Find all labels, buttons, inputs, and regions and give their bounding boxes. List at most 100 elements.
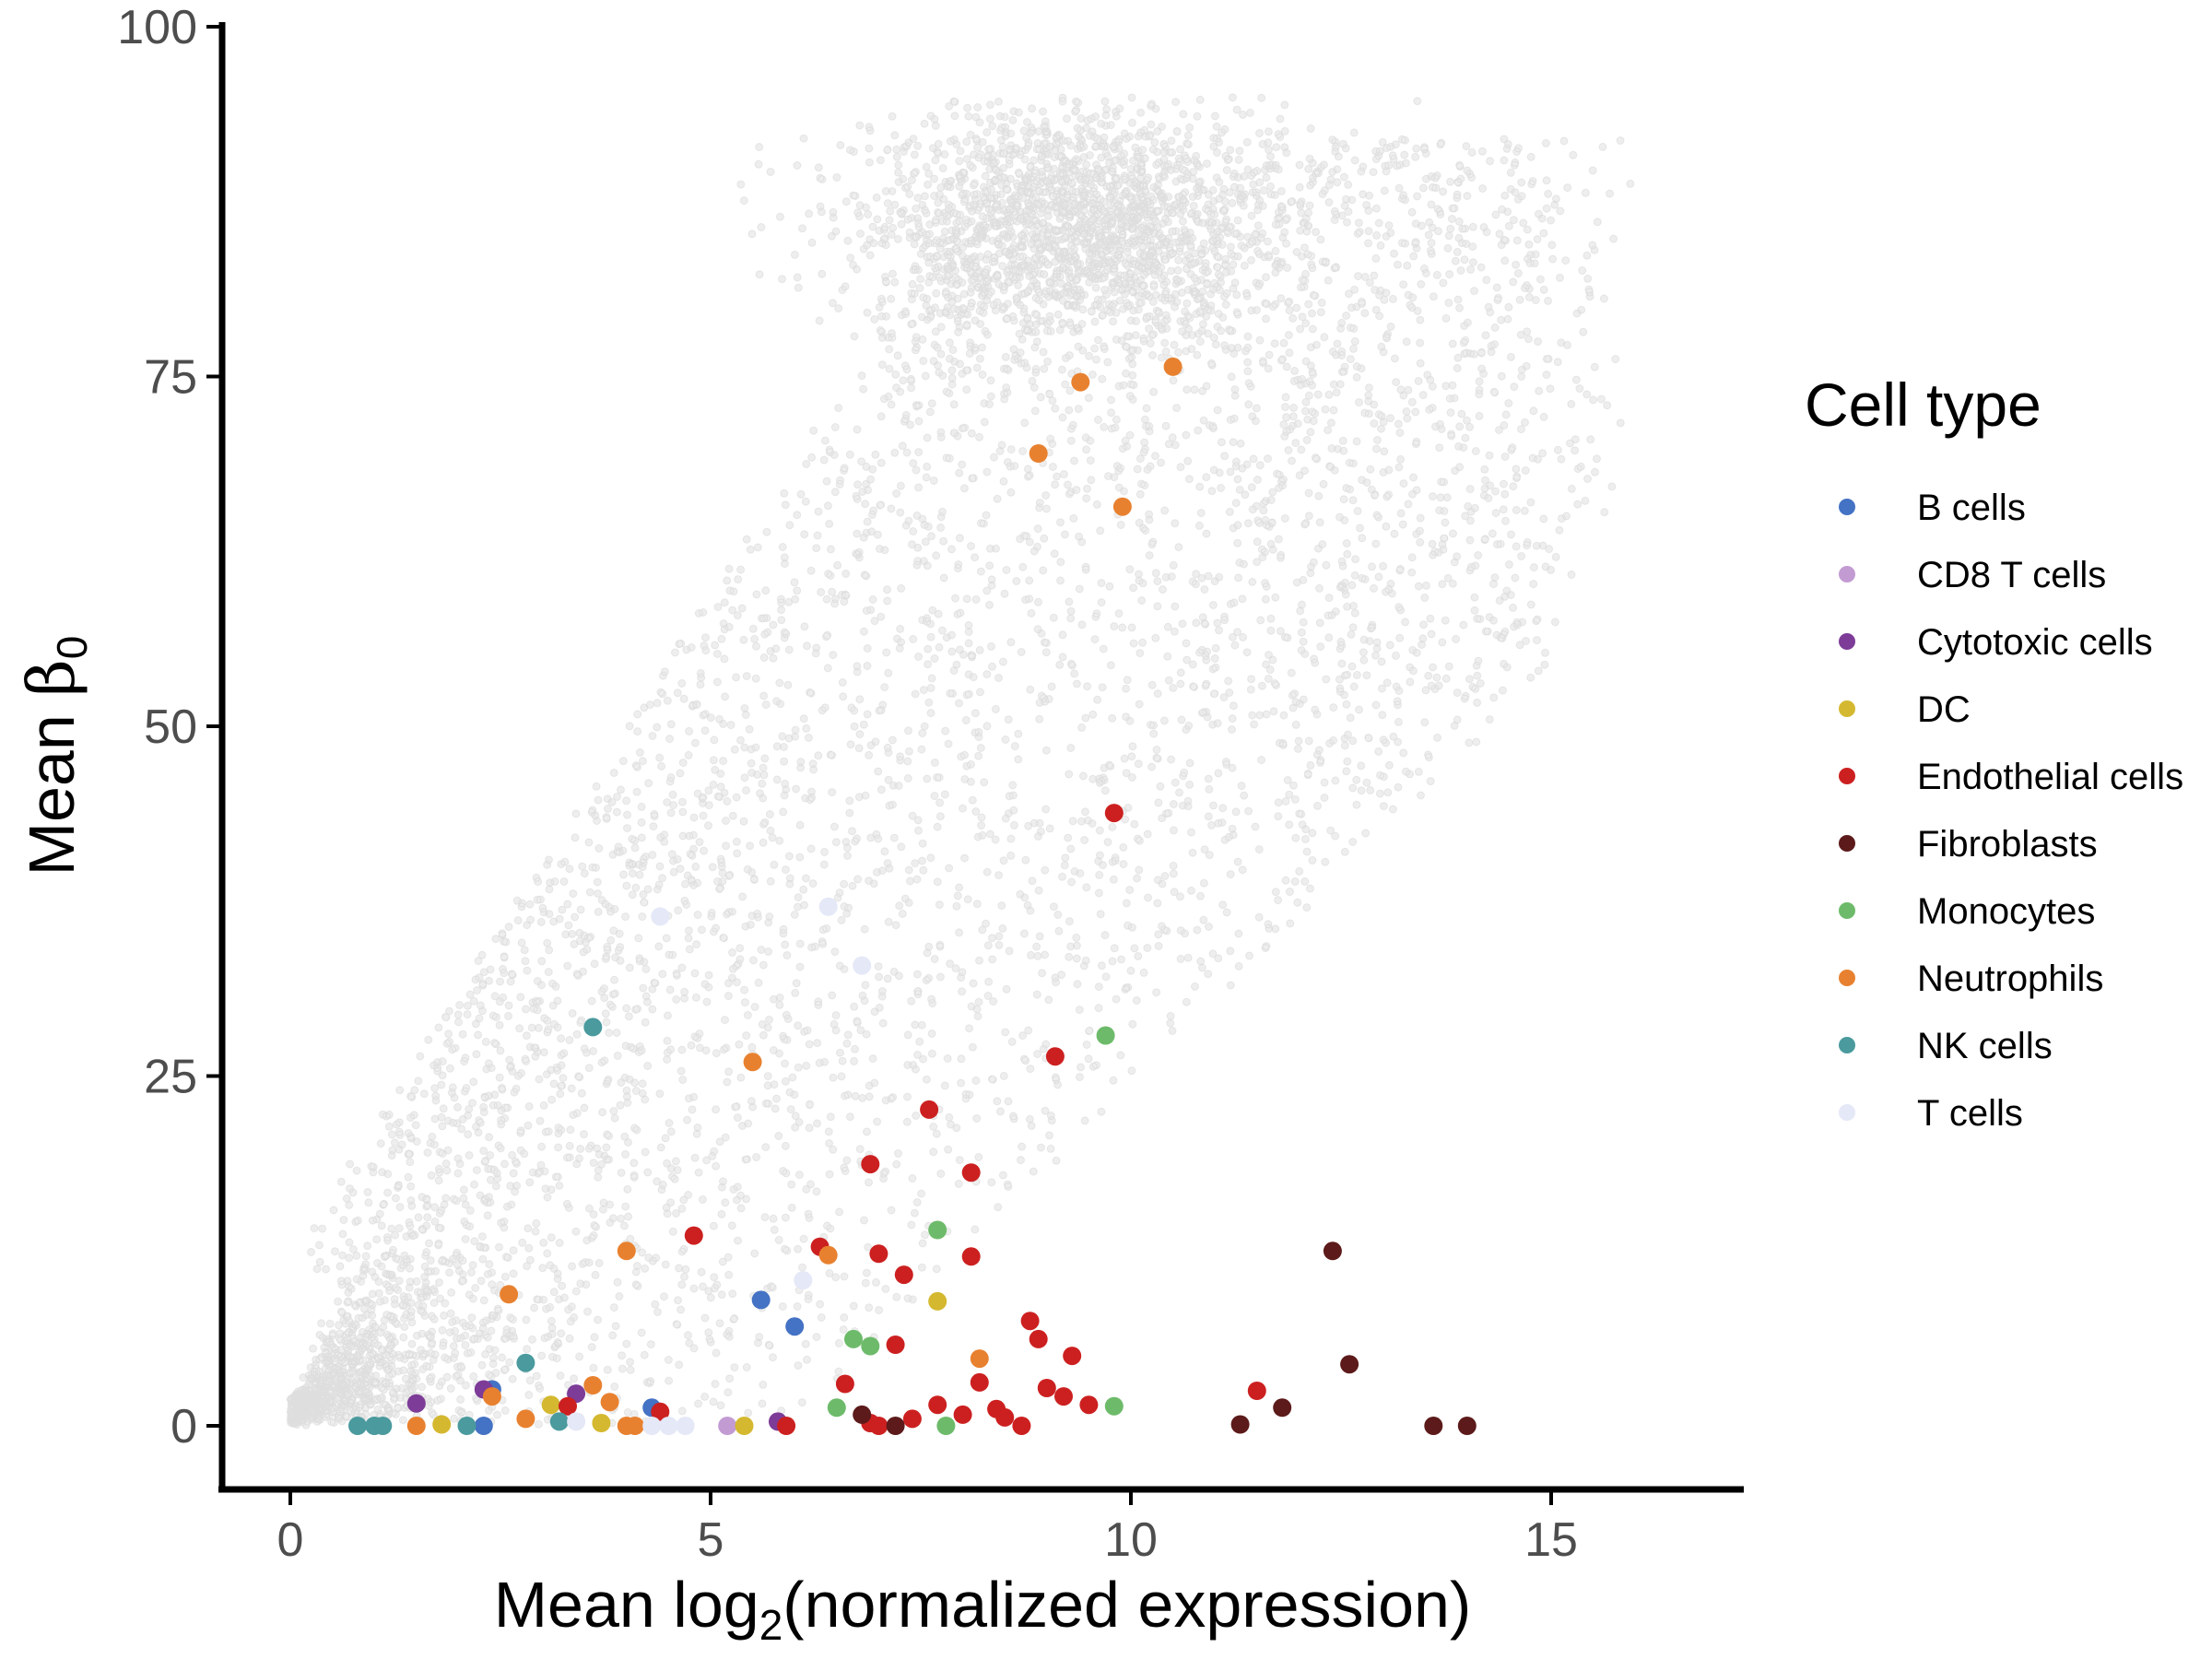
y-tick-label: 75 [144,351,197,405]
data-point [600,1393,619,1412]
legend: Cell type B cells CD8 T cells Cytotoxic ce… [1805,371,2183,1134]
data-point [474,1417,493,1435]
series-endothelial-cells [559,804,1266,1435]
data-point [869,1244,888,1264]
data-point [818,1245,838,1265]
x-tick-label: 10 [1104,1513,1158,1567]
ticks-layer: 0 5 10 15 0 25 50 75 100 [117,1,1578,1567]
series-t-cells [567,897,872,1435]
data-point [500,1285,519,1304]
data-point [516,1353,535,1372]
data-point [894,1265,913,1285]
data-point [1104,1396,1124,1416]
data-point [886,1417,905,1435]
data-point [1112,497,1132,516]
legend-key [1839,499,1855,515]
data-point [861,1155,880,1174]
data-point [1037,1379,1056,1397]
legend-label: Monocytes [1917,891,2095,932]
data-point [920,1100,939,1119]
x-axis-title: Mean log2(normalized expression) [494,1569,1472,1649]
data-point [684,1226,703,1245]
legend-label: Neutrophils [1917,959,2103,999]
data-point [1079,1395,1099,1415]
data-point [482,1387,501,1406]
y-axis-title: Mean β0 [14,636,96,877]
data-point [718,1417,737,1435]
y-tick-label: 25 [144,1051,197,1104]
data-point [625,1417,644,1435]
data-point [835,1374,854,1394]
data-point [777,1417,796,1435]
data-point [1063,1347,1082,1366]
data-point [457,1417,477,1435]
data-point [1104,804,1124,823]
data-point [373,1417,393,1435]
data-point [1340,1355,1359,1374]
legend-key [1839,633,1855,650]
data-point [432,1415,452,1434]
legend-title: Cell type [1805,371,2041,439]
legend-key [1839,566,1855,582]
data-point [961,1163,981,1182]
data-point [1424,1417,1443,1435]
data-point [583,1376,603,1394]
legend-key [1839,1037,1855,1053]
data-point [651,1402,670,1421]
data-point [1071,372,1090,392]
data-point [961,1247,981,1266]
background-points-layer [286,93,1635,1430]
series-nk-cells [348,1018,603,1435]
data-point [970,1349,989,1369]
data-point [651,907,670,926]
data-point [995,1407,1015,1427]
axes-layer [218,22,1744,1493]
data-point [1230,1415,1250,1434]
data-point [1045,1047,1065,1066]
legend-label: NK cells [1917,1026,2053,1066]
data-point [953,1405,972,1424]
legend-key [1839,970,1855,986]
data-point [1273,1398,1292,1418]
data-point [928,1291,947,1311]
legend-label: Endothelial cells [1917,757,2183,797]
data-point [406,1417,426,1435]
x-tick-label: 5 [698,1513,724,1567]
y-tick-label: 0 [171,1400,197,1453]
series-dc [432,1291,947,1435]
data-point [936,1417,956,1435]
data-point [549,1412,569,1431]
data-point [785,1317,805,1336]
data-point [541,1395,560,1415]
data-point [844,1329,863,1348]
y-tick-label: 50 [144,700,197,754]
data-point [659,1417,678,1435]
data-point [853,956,872,975]
data-point [1029,1329,1048,1348]
legend-key [1839,902,1855,919]
legend-label: Fibroblasts [1917,824,2098,865]
data-point [1323,1241,1342,1261]
data-point [1247,1382,1266,1400]
data-point [818,897,838,916]
data-point [751,1290,771,1310]
data-point [1163,357,1182,376]
data-point [348,1417,367,1435]
data-point [583,1018,603,1037]
data-point [928,1220,947,1240]
data-point [559,1396,577,1416]
legend-label: CD8 T cells [1917,555,2106,595]
legend-label: T cells [1917,1093,2023,1134]
legend-label: B cells [1917,488,2026,528]
data-point [861,1336,880,1356]
x-tick-label: 15 [1524,1513,1578,1567]
data-point [886,1335,905,1354]
legend-key [1839,700,1855,717]
legend-label: Cytotoxic cells [1917,622,2153,663]
data-point [642,1417,662,1435]
data-point [735,1417,754,1435]
legend-key [1839,768,1855,784]
y-tick-label: 100 [117,1,197,54]
